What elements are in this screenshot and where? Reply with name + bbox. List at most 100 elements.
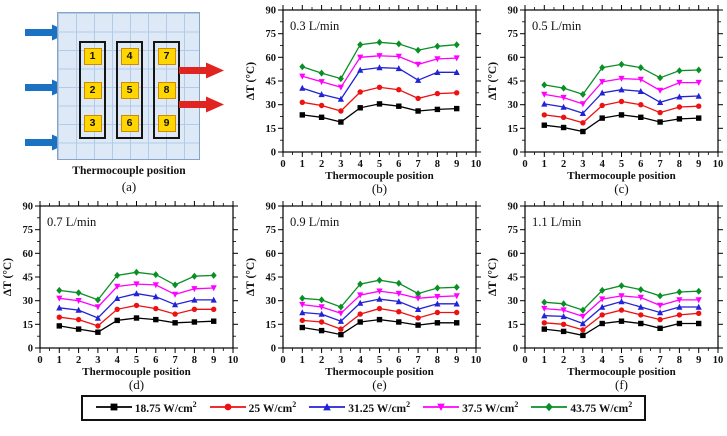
y-tick-label: 15: [266, 320, 277, 331]
series-line: [541, 298, 702, 327]
x-tick-label: 3: [338, 355, 343, 366]
x-tick-label: 3: [95, 355, 100, 366]
x-tick-label: 2: [561, 355, 566, 366]
heatsink-grid: 1 2 3 4 5 6 7 8 9: [57, 12, 200, 160]
y-tick-label: 0: [271, 148, 276, 159]
y-tick-label: 45: [266, 273, 277, 284]
x-tick-label: 9: [696, 355, 701, 366]
x-tick-label: 10: [713, 159, 724, 170]
legend-label: 37.5 W/cm2: [462, 400, 519, 415]
panel-label: (d): [129, 377, 144, 392]
tc-columns: 1 2 3 4 5 6 7 8 9: [79, 41, 180, 139]
chart-panel-d: 0 1 2 3 4 5 6 7 8 9 10 0 15 30 45 60 75 90 0.7 L/min ΔT (°C…: [0, 196, 243, 392]
chart-title: 0.7 L/min: [47, 215, 97, 229]
y-tick-label: 45: [508, 273, 519, 284]
chart-title: 0.3 L/min: [290, 19, 340, 33]
x-axis-label: Thermocouple position: [567, 170, 675, 182]
legend-marker-icon: [531, 403, 568, 412]
y-tick-label: 45: [23, 273, 34, 284]
series-line: [299, 64, 460, 102]
x-tick-label: 2: [319, 355, 324, 366]
x-tick-label: 9: [211, 355, 216, 366]
y-tick-label: 75: [508, 29, 519, 40]
y-axis-label: ΔT (°C): [245, 258, 257, 296]
panel-label: (c): [614, 181, 628, 196]
x-tick-label: 3: [580, 159, 585, 170]
series-line: [541, 112, 702, 135]
y-tick-label: 30: [508, 296, 519, 307]
tc-column-3: 7 8 9: [153, 41, 180, 139]
y-tick-label: 15: [508, 124, 519, 135]
y-tick-label: 75: [266, 29, 277, 40]
y-axis-label: ΔT (°C): [487, 258, 499, 296]
x-tick-label: 6: [153, 355, 158, 366]
x-tick-label: 7: [657, 159, 662, 170]
x-tick-label: 8: [677, 355, 682, 366]
x-tick-label: 6: [396, 355, 401, 366]
x-tick-label: 7: [415, 355, 420, 366]
y-axis-label: ΔT (°C): [487, 62, 499, 100]
chart-title: 0.5 L/min: [532, 19, 582, 33]
chart-panel-b: 0 1 2 3 4 5 6 7 8 9 10 0 15 30 45 60 75 90 0.3 L/min ΔT (°C…: [243, 0, 485, 196]
x-tick-label: 10: [228, 355, 239, 366]
x-tick-label: 8: [435, 355, 440, 366]
panel-label: (e): [372, 377, 386, 392]
x-tick-label: 3: [338, 159, 343, 170]
y-tick-label: 0: [513, 344, 518, 355]
x-axis-label: Thermocouple position: [325, 366, 433, 378]
x-tick-label: 5: [377, 159, 382, 170]
y-tick-label: 15: [23, 320, 34, 331]
y-tick-label: 90: [508, 202, 519, 213]
x-tick-label: 2: [76, 355, 81, 366]
x-tick-label: 5: [619, 355, 624, 366]
legend-item-2: 25 W/cm2: [209, 400, 297, 415]
x-tick-label: 9: [454, 159, 459, 170]
tc-column-1: 1 2 3: [79, 41, 106, 139]
y-tick-label: 90: [266, 202, 277, 213]
panel-label-a: (a): [121, 179, 137, 194]
y-tick-label: 75: [23, 225, 34, 236]
thermocouple-diagram: 1 2 3 4 5 6 7 8 9 Thermocouple position (a): [0, 0, 243, 196]
outlet-arrow-icon: [179, 96, 225, 113]
legend-label: 18.75 W/cm2: [134, 400, 197, 415]
x-tick-label: 10: [471, 159, 482, 170]
x-tick-label: 0: [522, 355, 527, 366]
series-line: [56, 290, 217, 321]
thermocouple-5: 5: [120, 81, 139, 99]
x-tick-label: 9: [454, 355, 459, 366]
series-line: [299, 38, 460, 83]
x-tick-label: 4: [115, 355, 121, 366]
thermocouple-1: 1: [83, 48, 102, 65]
legend-marker-icon: [309, 403, 346, 411]
series-line: [299, 276, 460, 311]
x-tick-label: 4: [600, 159, 606, 170]
y-tick-label: 45: [508, 77, 519, 88]
x-tick-label: 1: [300, 159, 305, 170]
x-tick-label: 6: [638, 159, 643, 170]
y-tick-label: 60: [23, 249, 34, 260]
x-tick-label: 8: [192, 355, 197, 366]
series-line: [541, 98, 702, 126]
legend-label: 31.25 W/cm2: [348, 400, 411, 415]
y-tick-label: 15: [266, 124, 277, 135]
legend-label: 25 W/cm2: [248, 400, 297, 415]
series-line: [299, 316, 460, 338]
x-tick-label: 1: [300, 355, 305, 366]
thermocouple-3: 3: [83, 115, 102, 132]
thermocouple-7: 7: [157, 48, 176, 65]
x-tick-label: 1: [542, 355, 547, 366]
legend-item-5: 43.75 W/cm2: [530, 400, 632, 415]
y-tick-label: 0: [271, 344, 276, 355]
panel-label: (f): [615, 377, 628, 392]
diagram-caption: Thermocouple position: [72, 165, 186, 177]
x-tick-label: 0: [522, 159, 527, 170]
y-tick-label: 0: [28, 344, 33, 355]
y-tick-label: 90: [23, 202, 34, 213]
x-tick-label: 1: [57, 355, 62, 366]
x-axis-label: Thermocouple position: [567, 366, 675, 378]
legend-marker-icon: [423, 404, 460, 412]
series-line: [299, 305, 460, 332]
